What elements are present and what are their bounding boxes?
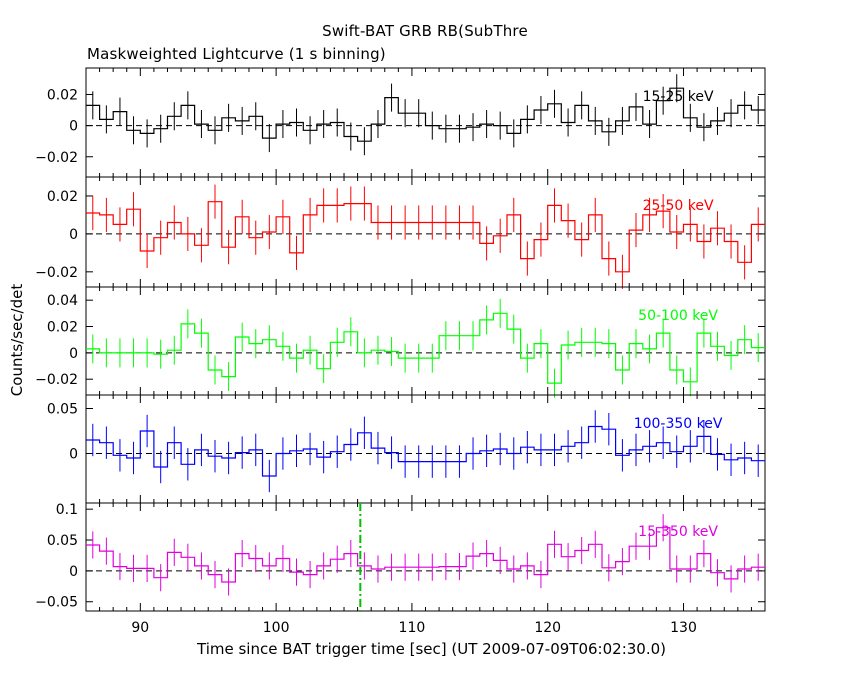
- y-tick-label: −0.02: [35, 372, 78, 388]
- y-tick-label: 0.02: [47, 189, 78, 205]
- y-tick-label: 0.02: [47, 87, 78, 103]
- band-label: 100-350 keV: [634, 416, 723, 432]
- x-tick-label: 110: [399, 620, 426, 636]
- x-tick-label: 100: [263, 620, 290, 636]
- band-label: 25-50 keV: [643, 198, 714, 214]
- x-tick-label: 120: [534, 620, 561, 636]
- series-line: [86, 425, 765, 477]
- chart-subtitle: Maskweighted Lightcurve (1 s binning): [87, 45, 386, 63]
- y-tick-label: −0.05: [35, 595, 78, 611]
- x-axis-label: Time since BAT trigger time [sec] (UT 20…: [196, 640, 666, 658]
- y-tick-label: 0: [69, 227, 78, 243]
- y-axis-label: Counts/sec/det: [8, 284, 26, 397]
- y-tick-label: 0.1: [56, 502, 78, 518]
- series-line: [86, 527, 765, 583]
- band-label: 15-350 keV: [638, 524, 718, 540]
- y-tick-label: 0: [69, 346, 78, 362]
- y-tick-label: 0.02: [47, 320, 78, 336]
- y-tick-label: 0.05: [47, 402, 78, 418]
- y-tick-label: −0.02: [35, 265, 78, 281]
- y-tick-label: 0: [69, 119, 78, 135]
- chart-title: Swift-BAT GRB RB(SubThre: [322, 22, 528, 40]
- y-tick-label: 0: [69, 447, 78, 463]
- y-tick-label: −0.02: [35, 150, 78, 166]
- series-line: [86, 87, 765, 142]
- series-line: [86, 201, 765, 273]
- x-tick-label: 130: [670, 620, 697, 636]
- band-label: 50-100 keV: [638, 308, 718, 324]
- y-tick-label: 0.04: [47, 293, 78, 309]
- x-tick-label: 90: [131, 620, 149, 636]
- y-tick-label: 0.05: [47, 533, 78, 549]
- y-tick-label: 0: [69, 564, 78, 580]
- band-label: 15-25 keV: [643, 89, 714, 105]
